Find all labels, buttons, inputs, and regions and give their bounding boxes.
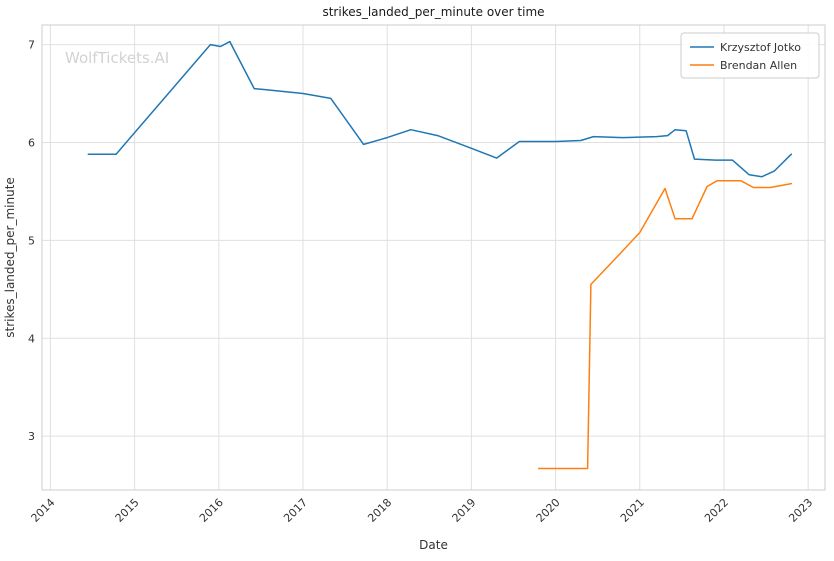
series-line-0 [87, 40, 793, 178]
svg-text:Brendan Allen: Brendan Allen [720, 59, 797, 72]
svg-text:2014: 2014 [29, 496, 58, 525]
x-tick-labels: 2014 2015 2016 2017 2018 2019 2020 2021 2022 2023 [29, 496, 816, 525]
svg-text:2020: 2020 [534, 496, 563, 525]
svg-text:4: 4 [28, 332, 35, 345]
svg-text:2023: 2023 [786, 496, 815, 525]
svg-text:2015: 2015 [113, 496, 142, 525]
y-axis-label: strikes_landed_per_minute [3, 177, 17, 338]
y-tick-labels: 3 4 5 6 7 [28, 39, 35, 444]
legend: Krzysztof Jotko Brendan Allen [680, 32, 820, 79]
chart-title: strikes_landed_per_minute over time [322, 5, 544, 19]
svg-text:2016: 2016 [197, 496, 226, 525]
svg-text:Krzysztof Jotko: Krzysztof Jotko [720, 41, 801, 54]
svg-text:3: 3 [28, 430, 35, 443]
svg-text:5: 5 [28, 234, 35, 247]
series-line-1 [537, 179, 793, 470]
legend-item-1: Brendan Allen [690, 59, 797, 72]
axes-frame [41, 24, 826, 491]
watermark: WolfTickets.AI [65, 49, 169, 67]
legend-item-0: Krzysztof Jotko [690, 41, 801, 54]
svg-text:2022: 2022 [702, 496, 731, 525]
plot-area [42, 25, 825, 490]
svg-text:2017: 2017 [281, 496, 310, 525]
svg-text:6: 6 [28, 136, 35, 149]
x-axis-label: Date [419, 538, 448, 552]
svg-text:2021: 2021 [618, 496, 647, 525]
svg-text:2018: 2018 [365, 496, 394, 525]
gridlines [42, 25, 825, 490]
svg-text:7: 7 [28, 39, 35, 52]
svg-text:2019: 2019 [450, 496, 479, 525]
